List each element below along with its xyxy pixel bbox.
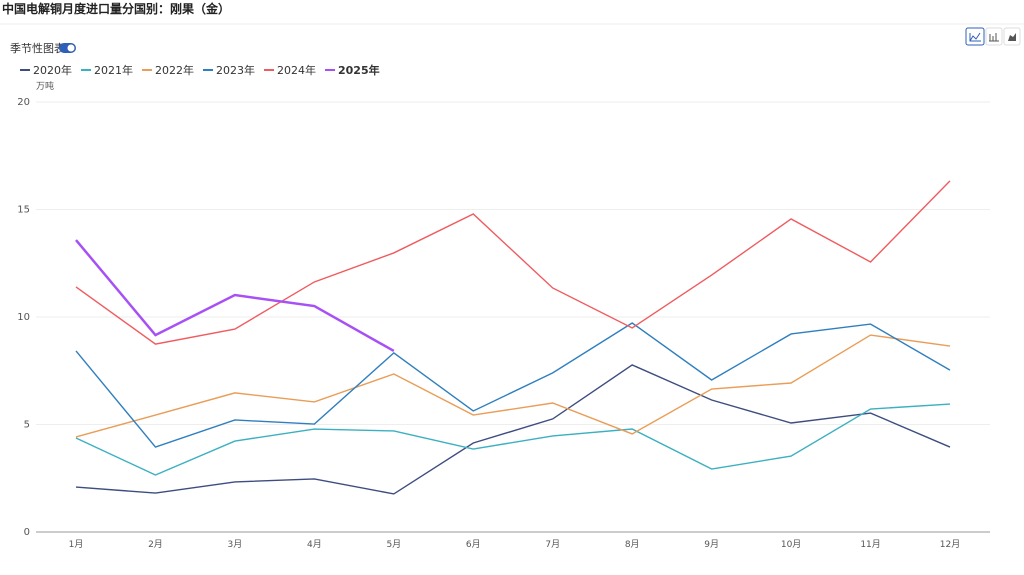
x-tick-label: 11月 bbox=[860, 539, 880, 550]
toggle-label: 季节性图表 bbox=[10, 41, 65, 55]
legend-label[interactable]: 2024年 bbox=[277, 63, 316, 77]
legend-label[interactable]: 2021年 bbox=[94, 63, 133, 77]
x-tick-label: 6月 bbox=[466, 539, 481, 550]
x-tick-label: 5月 bbox=[386, 539, 401, 550]
x-tick-label: 1月 bbox=[69, 539, 84, 550]
y-tick-label: 0 bbox=[24, 527, 30, 538]
x-tick-label: 8月 bbox=[625, 539, 640, 550]
icon bbox=[989, 33, 999, 42]
series-line bbox=[75, 239, 395, 353]
x-tick-label: 10月 bbox=[781, 539, 801, 550]
icon bbox=[1008, 33, 1016, 41]
legend-label[interactable]: 2023年 bbox=[216, 63, 255, 77]
series-line bbox=[75, 180, 951, 345]
x-tick-label: 2月 bbox=[148, 539, 163, 550]
series-line bbox=[75, 403, 951, 476]
icon bbox=[969, 32, 981, 42]
y-tick-label: 10 bbox=[17, 312, 30, 323]
y-tick-label: 5 bbox=[24, 420, 30, 431]
y-tick-label: 20 bbox=[17, 97, 30, 108]
x-tick-label: 4月 bbox=[307, 539, 322, 550]
x-tick-label: 3月 bbox=[228, 539, 243, 550]
chart-title: 中国电解铜月度进口量分国别：刚果（金） bbox=[2, 1, 230, 16]
series-line bbox=[75, 322, 951, 448]
x-tick-label: 7月 bbox=[545, 539, 560, 550]
legend-label[interactable]: 2025年 bbox=[338, 63, 380, 77]
toggle-knob bbox=[67, 44, 75, 52]
y-tick-label: 15 bbox=[17, 205, 30, 216]
line-view-button[interactable] bbox=[965, 27, 985, 46]
x-tick-label: 9月 bbox=[704, 539, 719, 550]
bar-view-button[interactable] bbox=[985, 27, 1003, 46]
x-tick-label: 12月 bbox=[940, 539, 960, 550]
legend-label[interactable]: 2022年 bbox=[155, 63, 194, 77]
legend-label[interactable]: 2020年 bbox=[33, 63, 72, 77]
y-unit: 万吨 bbox=[36, 80, 54, 92]
series-line bbox=[75, 334, 951, 438]
series-line bbox=[75, 364, 951, 495]
